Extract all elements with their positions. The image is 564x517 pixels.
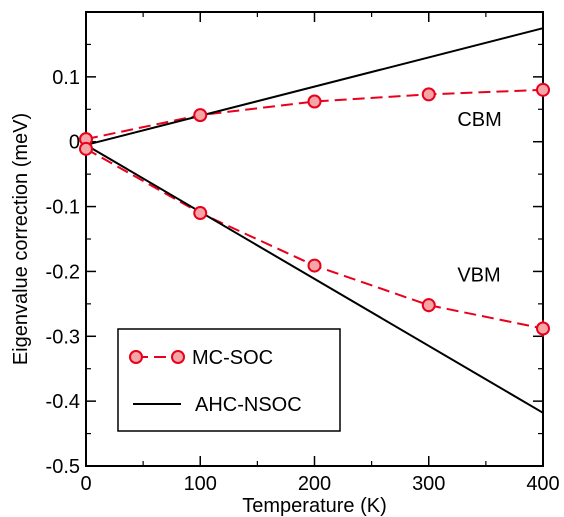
data-point-vbm [193,206,208,221]
legend-mc-soc-label: MC-SOC [192,347,273,369]
data-point-cbm [421,87,436,102]
y-tick-label: 0 [69,132,80,154]
y-tick-label: -0.3 [46,326,80,348]
ahc-nsoc-line-vbm [85,144,544,414]
legend-box [117,328,341,432]
x-tick-label: 100 [184,473,217,495]
x-tick-label: 300 [412,473,445,495]
y-tick-label: -0.2 [46,261,80,283]
y-tick-label: -0.1 [46,197,80,219]
mc-soc-line-cbm [85,88,544,141]
x-tick-label: 0 [80,473,91,495]
y-tick-label: -0.4 [46,391,80,413]
legend: MC-SOC AHC-NSOC [117,328,341,432]
mc-soc-line-vbm [85,147,544,330]
data-point-vbm [421,298,436,313]
y-tick-label: 0.1 [52,67,80,89]
data-point-cbm [307,94,322,109]
data-point-vbm [536,321,550,336]
data-point-vbm [79,141,93,156]
annotations: CBM VBM [457,109,501,287]
ahc-nsoc-line-cbm [85,27,544,146]
x-tick-label: 200 [298,473,331,495]
legend-ahc-nsoc-label: AHC-NSOC [195,394,302,416]
legend-mc-soc-marker [129,350,143,364]
data-point-vbm [307,258,322,273]
legend-mc-soc-marker [171,350,185,364]
x-axis-label: Temperature (K) [242,495,387,517]
tick-labels: 0 100 200 300 400 -0.5 -0.4 -0.3 -0.2 -0.1 0 0.1 [46,67,560,495]
data-point-cbm [193,108,208,123]
annotation-vbm: VBM [457,265,500,287]
annotation-cbm: CBM [457,109,501,131]
axis-ticks [85,12,544,467]
data-point-cbm [536,82,550,97]
y-tick-label: -0.5 [46,456,80,478]
x-tick-label: 400 [526,473,559,495]
y-axis-label: Eigenvalue correction (meV) [10,113,32,365]
series-markers [79,82,550,337]
